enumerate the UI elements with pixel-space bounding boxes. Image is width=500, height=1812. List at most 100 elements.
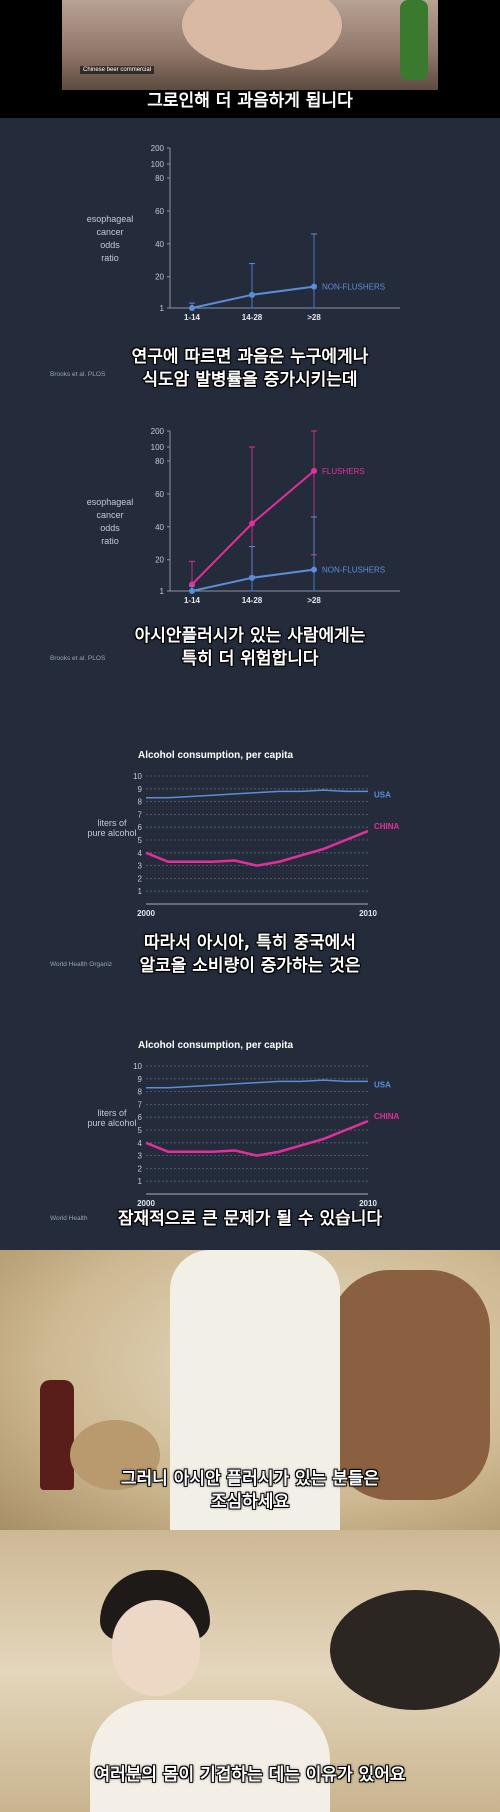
series-label: CHINA <box>374 1112 400 1121</box>
series-label: NON-FLUSHERS <box>322 566 385 575</box>
y-tick-label: 40 <box>155 240 164 249</box>
odds-ratio-chart-nonflushers: 1 20 40 60 80 100 200 esophageal cancer odds ratio… <box>87 144 400 322</box>
y-axis-label: cancer <box>96 510 123 520</box>
y-tick-label: 1 <box>138 1177 143 1186</box>
y-tick-label: 6 <box>138 823 143 832</box>
data-point <box>249 520 255 527</box>
y-tick-label: 60 <box>155 207 164 216</box>
y-axis-label: cancer <box>96 227 123 237</box>
odds-ratio-chart-flushers: 1 20 40 60 80 100 200 esophageal cancer odds ratio… <box>87 427 400 605</box>
y-axis-label: ratio <box>101 536 119 546</box>
y-tick-label: 10 <box>133 1062 142 1071</box>
y-tick-label: 1 <box>160 304 165 313</box>
y-tick-label: 80 <box>155 174 164 183</box>
y-axis-label: liters of <box>97 1108 127 1118</box>
face-shape <box>112 1600 200 1696</box>
panel-beer-commercial: Chinese beer commercial 그로인해 더 과음하게 됩니다 <box>0 0 500 118</box>
x-tick-label: 1-14 <box>184 313 201 322</box>
white-dress-shape <box>170 1250 340 1530</box>
y-axis-label: odds <box>100 240 120 250</box>
y-axis-label: liters of <box>97 818 127 828</box>
data-point <box>249 574 255 581</box>
dark-object-shape <box>330 1590 500 1710</box>
data-point <box>189 305 195 311</box>
alcohol-consumption-chart-2: Alcohol consumption, per capita 1 2 3 4 5 6 7 8 9… <box>87 1040 400 1208</box>
y-tick-label: 60 <box>155 490 164 499</box>
y-tick-label: 4 <box>138 1139 143 1148</box>
y-tick-label: 8 <box>138 1088 143 1097</box>
series-label: USA <box>374 1080 391 1089</box>
series-label: CHINA <box>374 822 400 831</box>
y-tick-label: 2 <box>138 874 143 883</box>
y-axis-label: pure alcohol <box>87 1118 136 1128</box>
y-axis-label: ratio <box>101 253 119 263</box>
panel-vintage-poster-2: 여러분의 몸이 기겁하는 데는 이유가 있어요 <box>0 1530 500 1812</box>
x-tick-label: 2010 <box>359 1199 377 1208</box>
y-tick-label: 5 <box>138 1126 143 1135</box>
x-tick-label: >28 <box>307 596 321 605</box>
y-axis-label: esophageal <box>87 214 134 224</box>
chart-source: Brooks et al. PLOS <box>50 371 106 378</box>
y-tick-label: 8 <box>138 798 143 807</box>
data-point <box>189 588 195 594</box>
chart-source: World Health <box>50 1215 88 1222</box>
series-label: FLUSHERS <box>322 467 365 476</box>
y-tick-label: 100 <box>151 160 165 169</box>
y-tick-label: 3 <box>138 1152 143 1161</box>
y-tick-label: 7 <box>138 810 143 819</box>
panel-odds-chart-1: 1 20 40 60 80 100 200 esophageal cancer odds ratio… <box>0 118 500 403</box>
subtitle-line-1: 아시안플러시가 있는 사람에게는 <box>134 626 366 646</box>
series-line <box>145 829 369 867</box>
y-tick-label: 2 <box>138 1164 143 1173</box>
subtitle-line-1: 연구에 따르면 과음은 누구에게나 <box>131 347 369 367</box>
y-tick-label: 1 <box>138 887 143 896</box>
subtitle-line-2: 특히 더 위험합니다 <box>181 649 319 669</box>
y-tick-label: 10 <box>133 772 142 781</box>
data-point <box>311 283 317 290</box>
chart-title: Alcohol consumption, per capita <box>138 750 293 761</box>
y-tick-label: 80 <box>155 457 164 466</box>
x-tick-label: 14-28 <box>242 313 263 322</box>
y-axis-label: esophageal <box>87 497 134 507</box>
beer-bottle-icon <box>400 0 428 80</box>
series-label: USA <box>374 790 391 799</box>
x-tick-label: 2000 <box>137 1199 155 1208</box>
y-tick-label: 20 <box>155 556 164 565</box>
y-tick-label: 6 <box>138 1113 143 1122</box>
series-line <box>146 1079 368 1089</box>
y-tick-label: 200 <box>151 427 165 436</box>
chart-title: Alcohol consumption, per capita <box>138 1040 293 1051</box>
subtitle: 그로인해 더 과음하게 됩니다 <box>147 91 353 111</box>
data-point <box>311 566 317 573</box>
subtitle-line-2: 식도암 발병률을 증가시키는데 <box>142 370 358 390</box>
y-tick-label: 40 <box>155 523 164 532</box>
subtitle-line-1: 그러니 아시안 플러시가 있는 분들은 <box>120 1469 380 1489</box>
sofa-shape <box>330 1270 490 1500</box>
y-tick-label: 100 <box>151 443 165 452</box>
panel-odds-chart-2: 1 20 40 60 80 100 200 esophageal cancer odds ratio… <box>0 403 500 700</box>
y-axis-label: pure alcohol <box>87 828 136 838</box>
wine-bottle-icon <box>40 1380 74 1490</box>
panel-alcohol-chart-1: Alcohol consumption, per capita 1 2 3 4 5 6 7 8 9… <box>0 700 500 1010</box>
commercial-photo: Chinese beer commercial <box>62 0 438 90</box>
photo-caption: Chinese beer commercial <box>80 66 155 74</box>
x-tick-label: >28 <box>307 313 321 322</box>
subtitle-line-1: 따라서 아시아, 특히 중국에서 <box>144 933 356 953</box>
y-tick-label: 5 <box>138 836 143 845</box>
y-tick-label: 1 <box>160 587 165 596</box>
series-label: NON-FLUSHERS <box>322 283 385 292</box>
series-line <box>191 470 315 586</box>
series-line <box>146 789 368 799</box>
panel-vintage-poster-1: 그러니 아시안 플러시가 있는 분들은 조심하세요 <box>0 1250 500 1530</box>
data-point <box>311 467 317 474</box>
chart-source: Brooks et al. PLOS <box>50 655 106 662</box>
alcohol-consumption-chart-1: Alcohol consumption, per capita 1 2 3 4 5 6 7 8 9… <box>87 750 400 918</box>
subtitle-line-2: 조심하세요 <box>210 1492 290 1512</box>
y-tick-label: 4 <box>138 849 143 858</box>
y-axis-label: odds <box>100 523 120 533</box>
x-tick-label: 2010 <box>359 909 377 918</box>
subtitle: 여러분의 몸이 기겁하는 데는 이유가 있어요 <box>94 1765 406 1785</box>
shell-shape <box>70 1420 160 1490</box>
x-tick-label: 14-28 <box>242 596 263 605</box>
subtitle: 잠재적으로 큰 문제가 될 수 있습니다 <box>117 1209 383 1229</box>
